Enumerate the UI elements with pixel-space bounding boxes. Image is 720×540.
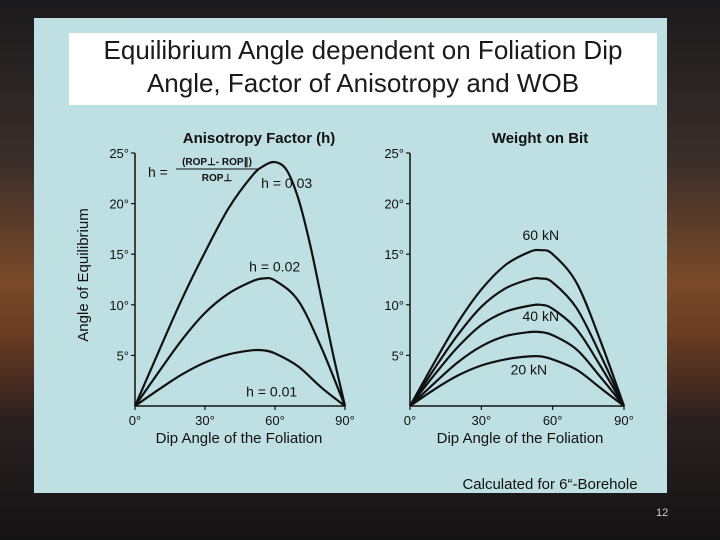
x-tick-label: 30° — [195, 413, 215, 428]
chart-1-y-label: Angle of Equilibrium — [75, 208, 92, 341]
series-line — [409, 354, 625, 407]
anisotropy-formula: h = (ROP⊥- ROP∥) ROP⊥ — [148, 157, 258, 184]
series-label: 60 kN — [522, 227, 559, 243]
chart-2-x-label: Dip Angle of the Foliation — [437, 430, 604, 447]
x-tick-label: 30° — [471, 413, 491, 428]
y-tick-label: 10° — [109, 298, 129, 313]
chart-1-x-label: Dip Angle of the Foliation — [156, 430, 323, 447]
series-label: h = 0.03 — [261, 175, 312, 191]
y-tick-label: 5° — [117, 348, 129, 363]
series-line — [134, 276, 347, 407]
y-tick-label: 15° — [384, 247, 404, 262]
series-line — [409, 330, 625, 407]
y-tick-label: 15° — [109, 247, 129, 262]
slide-title-line-2: Angle, Factor of Anisotropy and WOB — [146, 68, 580, 98]
chart-weight-on-bit: Weight on Bit 5° 10° 15° 20° 25° 0° 30° 60° 90°… — [384, 130, 634, 447]
series-line — [409, 248, 626, 407]
y-tick-label: 25° — [109, 146, 129, 161]
y-tick-label: 20° — [384, 197, 404, 212]
x-tick-label: 90° — [335, 413, 355, 428]
series-line — [409, 303, 625, 407]
chart-1-title: Anisotropy Factor (h) — [183, 130, 336, 147]
y-tick-label: 10° — [384, 298, 404, 313]
page-number: 12 — [656, 507, 669, 519]
formula-denominator: ROP⊥ — [202, 173, 233, 184]
x-tick-label: 60° — [265, 413, 285, 428]
series-line — [133, 160, 347, 407]
x-tick-label: 0° — [129, 413, 141, 428]
y-tick-label: 5° — [392, 348, 404, 363]
title-box: Equilibrium Angle dependent on Foliation… — [69, 33, 657, 105]
formula-lhs: h = — [148, 164, 168, 180]
x-tick-label: 90° — [614, 413, 634, 428]
series-label: 40 kN — [522, 308, 559, 324]
borehole-footnote: Calculated for 6“-Borehole — [462, 476, 637, 493]
x-tick-label: 0° — [404, 413, 416, 428]
series-label: h = 0.01 — [246, 383, 297, 399]
series-label: 20 kN — [511, 361, 548, 377]
slide-title-line-1: Equilibrium Angle dependent on Foliation… — [103, 35, 623, 65]
series-label: h = 0.02 — [249, 259, 300, 275]
series-line — [409, 277, 625, 407]
chart-2-title: Weight on Bit — [492, 130, 588, 147]
chart-anisotropy: Anisotropy Factor (h) 5° 10° 15° 20° 25° 0° 3… — [75, 130, 355, 447]
y-tick-label: 20° — [109, 197, 129, 212]
y-tick-label: 25° — [384, 146, 404, 161]
formula-numerator: (ROP⊥- ROP∥) — [182, 157, 252, 168]
series-line — [134, 348, 346, 407]
x-tick-label: 60° — [543, 413, 563, 428]
